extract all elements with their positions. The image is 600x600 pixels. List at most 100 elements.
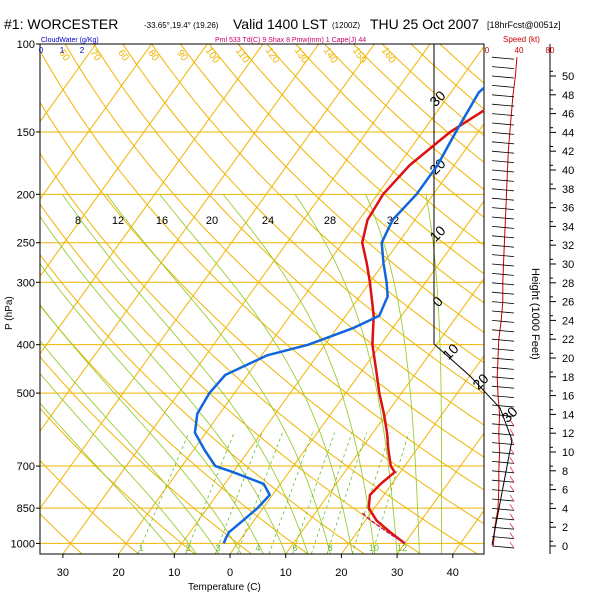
height-tick-label: 46 — [562, 109, 574, 121]
bottom-mixing-label: 4 — [255, 543, 260, 553]
dry-adiabat — [40, 304, 309, 554]
wind-barb — [491, 150, 515, 154]
moist-adiabat — [40, 263, 264, 554]
y2-axis-label: Height (1000 Feet) — [529, 268, 541, 360]
mixing-ratio-label: 8 — [75, 215, 81, 227]
mixing-ratio-line — [371, 432, 410, 554]
dry-adiabat — [208, 44, 484, 304]
mixing-ratio-line — [215, 432, 263, 554]
dewpoint-line — [193, 86, 484, 544]
isotherm — [452, 509, 484, 554]
height-tick-label: 36 — [562, 203, 574, 215]
pressure-tick-label: 400 — [17, 340, 35, 352]
wind-barb — [491, 132, 515, 135]
wind-barb-flag — [509, 504, 515, 511]
wind-barb — [491, 320, 515, 323]
moist-adiabat — [222, 194, 376, 554]
bottom-mixing-label: 3 — [215, 543, 220, 553]
plot-frame — [39, 43, 485, 555]
dry-adiabat — [40, 459, 139, 554]
title-station: #1: WORCESTER — [4, 16, 118, 32]
height-tick-label: 28 — [562, 278, 574, 290]
wind-barb — [491, 103, 515, 107]
isotherm — [396, 432, 484, 554]
wind-barb — [491, 385, 515, 389]
wind-barb — [491, 367, 515, 370]
dry-adiabat — [93, 44, 484, 426]
isotherm-label: 150 — [350, 46, 369, 66]
height-tick-label: 2 — [562, 522, 568, 534]
wind-barb — [491, 536, 515, 539]
wind-barb-flag — [509, 466, 515, 473]
height-tick-label: 22 — [562, 334, 574, 346]
pressure-tick-label: 100 — [17, 39, 35, 51]
bottom-mixing-label: 1 — [138, 543, 143, 553]
dry-adiabat — [151, 44, 484, 364]
height-tick-label: 32 — [562, 240, 574, 252]
height-tick-label: 26 — [562, 297, 574, 309]
pressure-tick-label: 250 — [17, 238, 35, 250]
wind-barb — [491, 254, 515, 257]
wind-barb — [491, 432, 515, 436]
dry-adiabat — [122, 44, 484, 395]
wind-barb — [491, 263, 515, 267]
wind-barb — [491, 226, 515, 229]
dry-adiabat — [40, 355, 252, 554]
height-tick-label: 24 — [562, 315, 574, 327]
isotherm-label: 90 — [174, 48, 190, 64]
moist-adiabat — [365, 194, 420, 554]
isotherm-label: 70 — [87, 48, 103, 64]
temp-tick-label: 40 — [447, 567, 459, 579]
height-tick-label: 38 — [562, 184, 574, 196]
wind-barb-flag — [509, 532, 515, 539]
boundary-line — [433, 343, 513, 546]
pressure-tick-label: 200 — [17, 189, 35, 201]
isotherm-label: 140 — [321, 46, 340, 66]
wetbulb-label: 30 — [426, 87, 448, 109]
isotherm — [285, 277, 484, 554]
pressure-tick-label: 1000 — [11, 538, 35, 550]
wind-barb-flag — [509, 523, 515, 530]
isotherm — [62, 44, 431, 554]
wind-barb — [491, 188, 515, 192]
dry-adiabat — [40, 513, 83, 554]
cloud-tick-label: 0 — [39, 46, 44, 55]
wetbulb-label: 20 — [469, 370, 491, 392]
isotherm — [40, 44, 264, 355]
bottom-mixing-label: 8 — [327, 543, 332, 553]
height-tick-label: 8 — [562, 466, 568, 478]
isotherm — [40, 44, 153, 200]
wind-barb — [491, 423, 515, 427]
wind-barb — [491, 216, 515, 220]
bottom-mixing-label: 10 — [369, 543, 379, 553]
wind-barb — [491, 348, 515, 351]
wind-barb — [491, 545, 515, 549]
cloud-tick-label: 1 — [60, 46, 65, 55]
wind-barb — [491, 113, 515, 116]
temp-tick-label: 10 — [280, 567, 292, 579]
mixing-ratio-label: 28 — [324, 215, 336, 227]
pressure-tick-label: 500 — [17, 388, 35, 400]
moist-adiabat — [425, 194, 443, 554]
mixing-ratio-line — [268, 432, 313, 554]
isotherm — [40, 44, 208, 278]
height-tick-label: 48 — [562, 90, 574, 102]
speed-curve — [492, 57, 518, 547]
isotherm-label: 130 — [292, 46, 311, 66]
pressure-tick-label: 300 — [17, 277, 35, 289]
y-axis-label: P (hPa) — [4, 296, 15, 330]
wind-barb — [491, 75, 515, 79]
wind-barb — [491, 338, 515, 342]
cloud-tick-label: 2 — [80, 46, 85, 55]
wind-barb — [491, 122, 515, 126]
wind-barb — [491, 141, 515, 145]
wind-barb — [491, 498, 515, 502]
speed-tick-label: 40 — [515, 46, 524, 55]
wind-barb — [491, 66, 515, 69]
moist-adiabat — [61, 194, 309, 554]
wind-barb — [491, 517, 515, 521]
mixing-ratio-label: 12 — [112, 215, 124, 227]
height-tick-label: 34 — [562, 221, 574, 233]
isotherm — [229, 200, 484, 554]
